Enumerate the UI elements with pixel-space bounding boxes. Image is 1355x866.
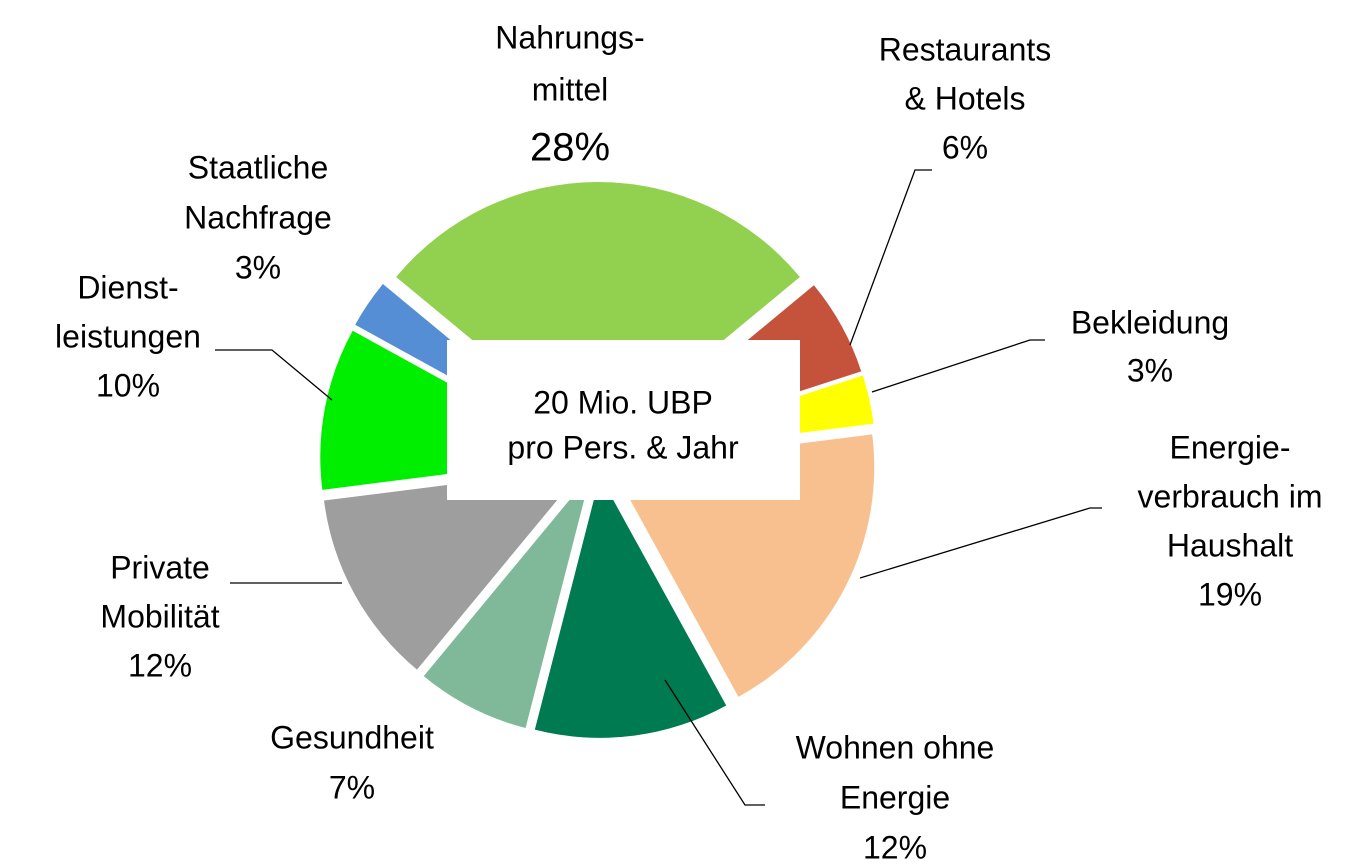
value-label: 12% — [863, 829, 927, 865]
center-box — [447, 340, 800, 500]
value-label: 19% — [1198, 576, 1262, 612]
pie-slice — [423, 474, 591, 729]
slice-label: Dienst- — [77, 269, 178, 305]
slice-label: Gesundheit — [270, 719, 434, 755]
slice-label: Haushalt — [1167, 527, 1293, 563]
value-label: 10% — [96, 367, 160, 403]
center-text: 20 Mio. UBP — [533, 384, 713, 420]
pie-slice — [534, 475, 727, 738]
leader-line — [871, 339, 1045, 393]
value-label: 3% — [1127, 352, 1173, 388]
value-label: 28% — [530, 126, 610, 170]
leader-lines — [215, 169, 1102, 806]
leader-line — [859, 507, 1102, 579]
slice-label: Restaurants — [879, 31, 1052, 67]
value-label: 6% — [942, 129, 988, 165]
slice-label: Nachfrage — [184, 199, 332, 235]
pie-slice — [324, 467, 584, 670]
slice-label: Mobilität — [100, 598, 219, 634]
slice-label: Nahrungs- — [495, 19, 644, 55]
leader-line — [215, 349, 333, 401]
value-label: 12% — [128, 647, 192, 683]
value-label: 3% — [235, 249, 281, 285]
slice-label: & Hotels — [905, 80, 1026, 116]
slice-label: verbrauch im — [1138, 478, 1323, 514]
slice-label: Bekleidung — [1071, 304, 1229, 340]
slice-label: Staatliche — [188, 149, 329, 185]
slice-label: Wohnen ohne — [796, 729, 995, 765]
slice-label: Energie — [840, 779, 950, 815]
labels: Nahrungs-mittel 28% Restaurants & Hotels 6% B… — [55, 19, 1322, 865]
slice-label: mittel — [532, 71, 608, 107]
slice-label: Energie- — [1170, 429, 1291, 465]
pie-slice — [396, 182, 800, 444]
value-label: 7% — [329, 769, 375, 805]
leader-line — [849, 169, 932, 346]
pie-slice — [612, 434, 875, 697]
center-text: pro Pers. & Jahr — [507, 429, 739, 465]
leader-line — [664, 679, 765, 806]
slice-label: Private — [110, 549, 210, 585]
slice-label: leistungen — [55, 318, 201, 354]
